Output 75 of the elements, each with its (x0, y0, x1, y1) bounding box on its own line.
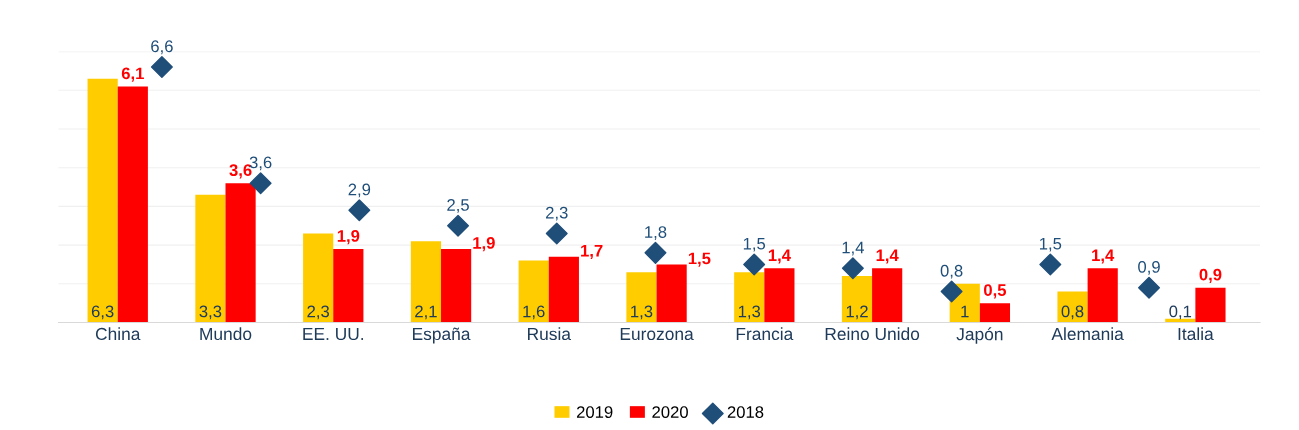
point (545, 222, 568, 245)
point (743, 253, 766, 276)
point (940, 280, 963, 303)
bar (1195, 287, 1226, 323)
data-label: 1,5 (1040, 237, 1062, 252)
point (150, 56, 173, 79)
data-label: 0,1 (1169, 305, 1192, 320)
bar (195, 194, 226, 323)
x-tick-label: Alemania (1051, 327, 1124, 341)
x-tick-label: EE. UU. (303, 328, 364, 341)
data-label: 0,8 (1061, 305, 1084, 320)
legend-label: 2018 (727, 406, 764, 418)
bar (441, 248, 472, 323)
bar (303, 233, 334, 323)
data-label: 1,4 (768, 249, 791, 264)
data-label: 1,5 (743, 237, 766, 252)
data-label: 2,9 (348, 183, 371, 198)
data-label: 1,4 (842, 241, 864, 256)
x-tick-label: Japón (956, 327, 1003, 344)
bar (1057, 291, 1088, 323)
point (447, 214, 470, 237)
bar (764, 268, 795, 323)
data-label: 3,3 (199, 305, 222, 320)
bar (841, 276, 873, 323)
data-label: 0,9 (1199, 268, 1222, 283)
data-label: 0,5 (984, 284, 1007, 299)
x-tick-label: Eurozona (620, 328, 694, 341)
data-label: 2,3 (307, 305, 330, 320)
data-label: 6,3 (91, 305, 114, 320)
data-label: 2,1 (415, 305, 437, 320)
legend-label: 2020 (652, 406, 688, 418)
data-label: 1,3 (631, 305, 653, 320)
bar (734, 272, 765, 323)
x-tick-label: Rusia (528, 327, 571, 341)
data-label: 1,4 (876, 249, 899, 264)
x-tick-label: Reino Unido (825, 327, 920, 341)
bar (518, 260, 549, 323)
data-label: 1,6 (523, 305, 545, 320)
bar (1087, 268, 1118, 323)
bar (872, 268, 903, 323)
bar (87, 78, 118, 323)
point (1039, 253, 1062, 276)
data-label: 1,2 (846, 305, 868, 320)
point (348, 199, 371, 222)
bar (626, 272, 657, 323)
bar (333, 248, 364, 323)
point (644, 241, 667, 264)
bar (979, 303, 1011, 323)
bar (548, 256, 579, 323)
point (1138, 276, 1161, 299)
x-tick-label: China (95, 327, 141, 341)
data-label: 6,1 (121, 67, 144, 82)
bar (117, 86, 148, 323)
x-tick-label: Italia (1178, 327, 1214, 341)
data-label: 0,8 (940, 264, 963, 279)
bar (225, 183, 256, 323)
data-label: 1 (961, 305, 969, 318)
bar (656, 264, 687, 323)
bar (410, 241, 442, 323)
x-tick-label: Mundo (200, 327, 252, 341)
data-label: 1,4 (1092, 249, 1115, 264)
data-label: 6,6 (151, 40, 173, 55)
data-label: 2,5 (447, 199, 469, 213)
legend-label: 2019 (576, 406, 613, 418)
data-label: 2,3 (546, 206, 568, 221)
data-label: 0,9 (1138, 260, 1160, 275)
x-tick-label: Francia (736, 327, 794, 341)
x-tick-label: España (413, 327, 471, 344)
data-label: 1,3 (738, 305, 761, 320)
data-label: 1,9 (473, 237, 495, 252)
data-label: 1,9 (337, 230, 360, 245)
data-label: 1,8 (645, 226, 667, 240)
data-label: 1,5 (688, 252, 711, 267)
data-label: 1,7 (581, 244, 603, 259)
point (841, 257, 864, 280)
